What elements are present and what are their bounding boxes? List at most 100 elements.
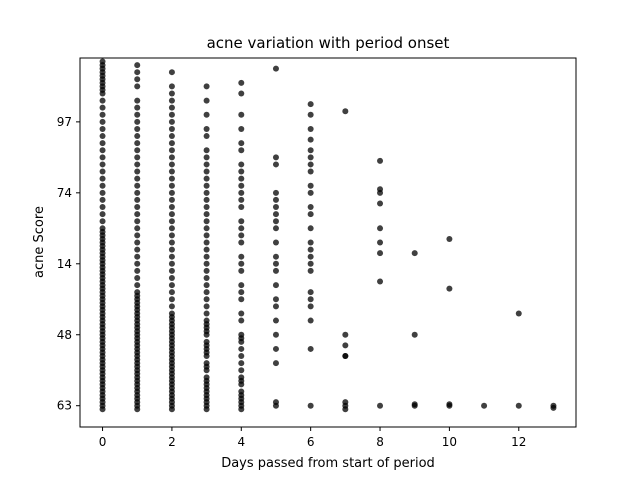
data-point bbox=[99, 384, 106, 391]
data-point bbox=[203, 239, 210, 246]
data-point bbox=[134, 211, 141, 218]
data-point bbox=[99, 182, 106, 189]
data-point bbox=[99, 299, 106, 306]
data-point bbox=[134, 133, 141, 140]
data-point bbox=[238, 253, 245, 260]
data-point bbox=[203, 399, 210, 406]
data-point bbox=[168, 303, 175, 310]
data-point bbox=[342, 331, 349, 338]
data-point bbox=[307, 204, 314, 211]
data-point bbox=[203, 218, 210, 225]
data-point bbox=[168, 399, 175, 406]
data-point bbox=[272, 331, 279, 338]
data-point bbox=[99, 175, 106, 182]
data-point bbox=[168, 246, 175, 253]
data-point bbox=[99, 377, 106, 384]
data-point bbox=[168, 274, 175, 281]
data-point bbox=[99, 257, 106, 264]
data-point bbox=[134, 118, 141, 125]
data-point bbox=[238, 310, 245, 317]
data-point bbox=[203, 111, 210, 118]
data-point bbox=[134, 97, 141, 104]
data-point bbox=[134, 314, 141, 321]
data-point bbox=[134, 161, 141, 168]
data-point bbox=[168, 314, 175, 321]
data-point bbox=[203, 260, 210, 267]
data-point bbox=[168, 296, 175, 303]
data-point bbox=[307, 168, 314, 175]
data-point bbox=[377, 157, 384, 164]
data-point bbox=[134, 196, 141, 203]
data-point bbox=[307, 317, 314, 324]
data-point bbox=[307, 289, 314, 296]
data-point bbox=[307, 402, 314, 409]
data-point bbox=[272, 65, 279, 72]
data-point bbox=[134, 306, 141, 313]
data-point bbox=[203, 246, 210, 253]
y-tick-label: 74 bbox=[57, 186, 72, 200]
data-point bbox=[272, 225, 279, 232]
data-point bbox=[99, 111, 106, 118]
data-point bbox=[99, 228, 106, 235]
data-point bbox=[134, 328, 141, 335]
data-point bbox=[99, 211, 106, 218]
data-point bbox=[134, 321, 141, 328]
data-point bbox=[377, 278, 384, 285]
data-point bbox=[168, 69, 175, 76]
data-point bbox=[99, 292, 106, 299]
data-point bbox=[342, 353, 349, 360]
data-point bbox=[272, 253, 279, 260]
data-point bbox=[203, 154, 210, 161]
data-point bbox=[238, 140, 245, 147]
data-point bbox=[203, 253, 210, 260]
data-point bbox=[134, 225, 141, 232]
data-point bbox=[203, 328, 210, 335]
data-point bbox=[134, 392, 141, 399]
data-point bbox=[203, 196, 210, 203]
data-point bbox=[99, 196, 106, 203]
data-point bbox=[99, 140, 106, 147]
data-point bbox=[272, 239, 279, 246]
data-point bbox=[168, 289, 175, 296]
data-point bbox=[203, 147, 210, 154]
data-point bbox=[168, 97, 175, 104]
data-point bbox=[168, 140, 175, 147]
data-point bbox=[203, 225, 210, 232]
data-point bbox=[238, 189, 245, 196]
data-point bbox=[168, 182, 175, 189]
data-point bbox=[203, 175, 210, 182]
data-point bbox=[134, 147, 141, 154]
data-point bbox=[134, 267, 141, 274]
data-point bbox=[168, 239, 175, 246]
data-point bbox=[238, 335, 245, 342]
data-point bbox=[238, 175, 245, 182]
data-point bbox=[238, 289, 245, 296]
data-point bbox=[99, 104, 106, 111]
data-point bbox=[272, 218, 279, 225]
data-point bbox=[99, 204, 106, 211]
data-point bbox=[342, 406, 349, 413]
data-point bbox=[168, 125, 175, 132]
data-point bbox=[99, 356, 106, 363]
data-point bbox=[168, 377, 175, 384]
data-point bbox=[446, 285, 453, 292]
data-point bbox=[134, 76, 141, 83]
data-point bbox=[168, 384, 175, 391]
data-point bbox=[134, 62, 141, 69]
y-tick-label: 14 bbox=[57, 257, 72, 271]
data-point bbox=[134, 111, 141, 118]
data-point bbox=[134, 377, 141, 384]
data-point bbox=[168, 282, 175, 289]
data-point bbox=[134, 239, 141, 246]
data-point bbox=[168, 406, 175, 413]
data-point bbox=[203, 321, 210, 328]
data-point bbox=[134, 104, 141, 111]
data-point bbox=[411, 331, 418, 338]
data-point bbox=[272, 211, 279, 218]
data-point bbox=[272, 161, 279, 168]
data-point bbox=[134, 282, 141, 289]
data-point bbox=[168, 83, 175, 90]
points-layer bbox=[99, 58, 557, 413]
data-point bbox=[342, 108, 349, 115]
data-point bbox=[203, 342, 210, 349]
